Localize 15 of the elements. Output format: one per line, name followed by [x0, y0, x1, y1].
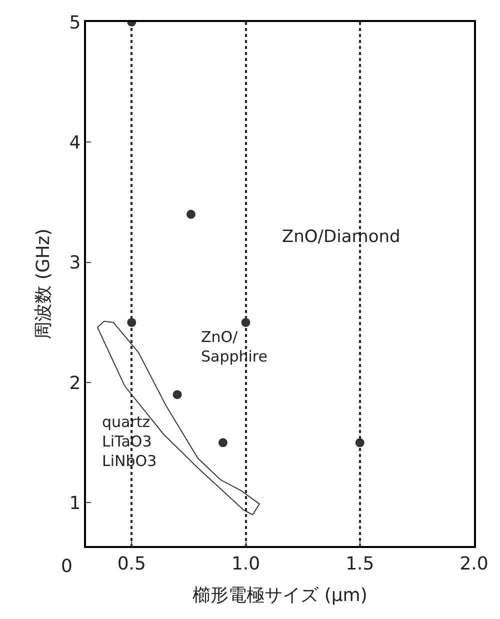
y-tick-label: 1	[69, 493, 81, 514]
y-axis-title: 周波数 (GHz)	[32, 228, 54, 340]
y-tick-label: 3	[69, 252, 81, 274]
text: 0	[61, 556, 72, 577]
x-tick-label: 1.5	[346, 553, 374, 574]
x-axis-title: 櫛形電極サイズ (μm)	[192, 584, 368, 606]
y-tick-label: 4	[69, 132, 81, 154]
x-tick-label: 1.0	[231, 553, 260, 574]
annotation: ZnO/ Sapphire	[201, 328, 268, 366]
annotation: ZnO/Diamond	[282, 227, 400, 247]
y-tick-label: 2	[69, 372, 81, 394]
annotation: quartz LiTaO3 LiNbO3	[102, 413, 157, 470]
x-tick-label: 0.5	[117, 553, 146, 574]
x-tick-label: 2.0	[460, 553, 488, 574]
y-tick-label: 5	[69, 12, 81, 34]
